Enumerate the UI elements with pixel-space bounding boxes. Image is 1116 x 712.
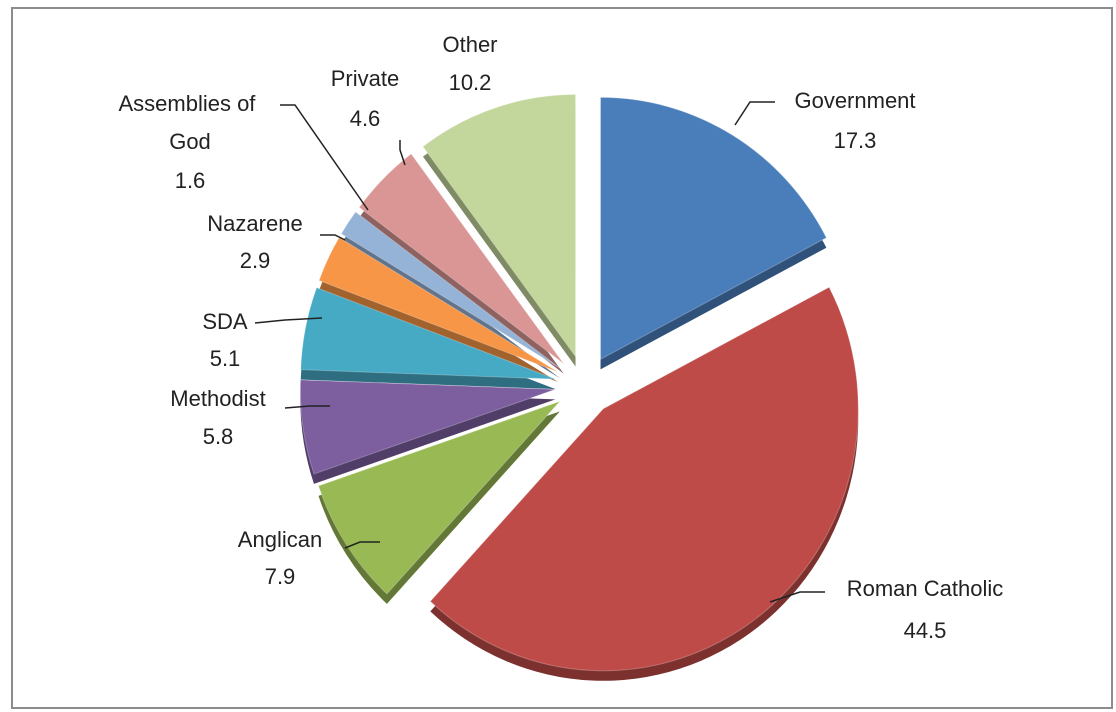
category-label: Nazarene <box>207 211 302 236</box>
category-label: Assemblies of God <box>118 91 261 154</box>
slice <box>429 286 859 672</box>
slice <box>299 379 556 475</box>
value-label: 17.3 <box>834 128 877 153</box>
value-label: 4.6 <box>350 106 381 131</box>
category-label: Anglican <box>238 527 322 552</box>
category-label: Other <box>442 32 497 57</box>
category-label: Roman Catholic <box>847 576 1004 601</box>
slice <box>600 96 828 361</box>
leader-line <box>284 405 330 409</box>
value-label: 1.6 <box>175 168 206 193</box>
slice <box>422 94 577 359</box>
value-label: 7.9 <box>265 564 296 589</box>
value-label: 44.5 <box>904 618 947 643</box>
slice <box>300 286 556 380</box>
value-label: 2.9 <box>240 248 271 273</box>
leader-line <box>344 541 380 549</box>
category-label: Methodist <box>170 386 265 411</box>
category-label: Government <box>794 88 915 113</box>
category-label: Private <box>331 66 399 91</box>
leader-line <box>399 140 406 166</box>
category-label: SDA <box>202 309 248 334</box>
leader-line <box>254 317 323 324</box>
leader-line <box>320 234 346 241</box>
value-label: 10.2 <box>449 70 492 95</box>
value-label: 5.8 <box>203 424 234 449</box>
slice <box>340 211 561 369</box>
value-label: 5.1 <box>210 346 241 371</box>
leader-line <box>769 591 825 603</box>
slice <box>358 153 565 365</box>
leader-line <box>280 104 369 211</box>
leader-line <box>734 101 775 126</box>
slice <box>317 400 561 595</box>
